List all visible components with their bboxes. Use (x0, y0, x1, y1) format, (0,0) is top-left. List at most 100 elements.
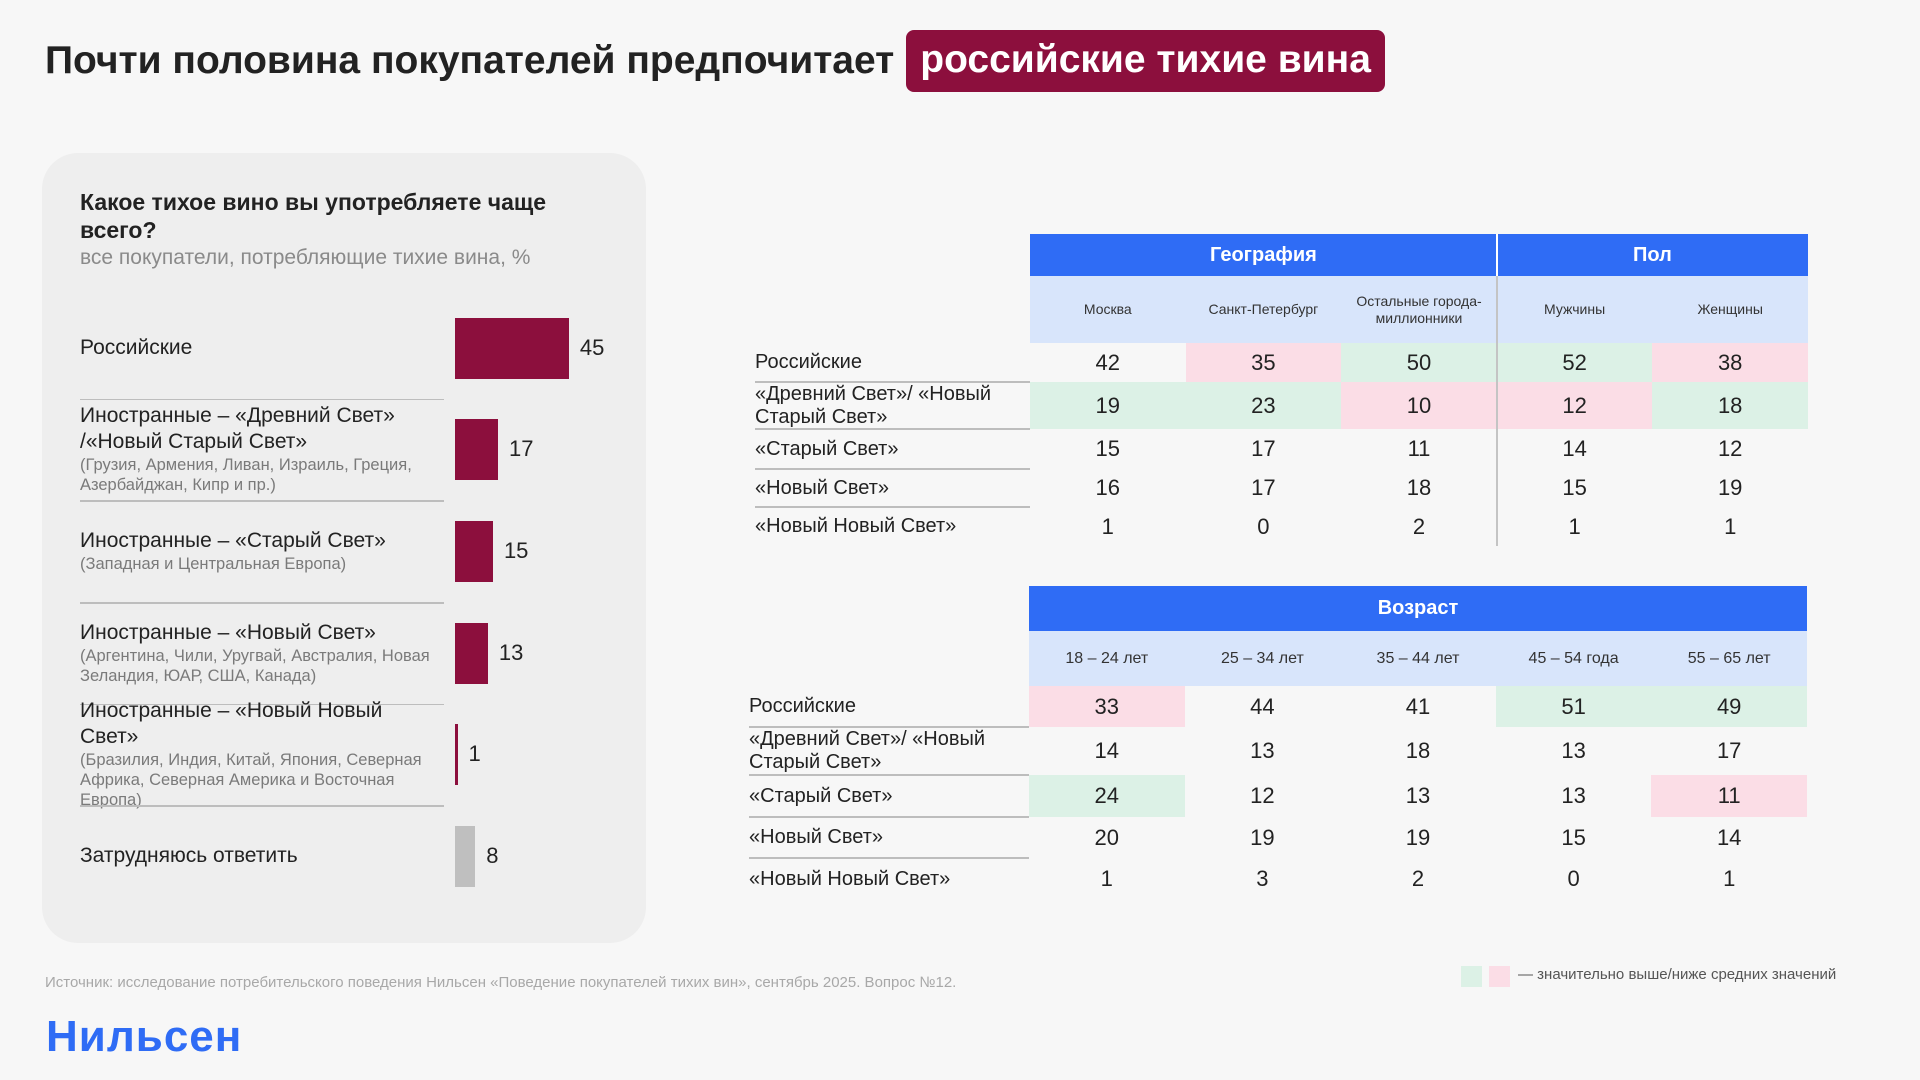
bar (455, 520, 493, 582)
category-note: (Грузия, Армения, Ливан, Израиль, Греция… (80, 456, 412, 494)
group-header: Пол (1496, 234, 1808, 276)
table-cell: 13 (1250, 738, 1275, 763)
column-header: Санкт-Петербург (1185, 276, 1342, 343)
table-cell: 41 (1405, 693, 1431, 719)
table-cell: 15 (1562, 475, 1587, 500)
row-separator (749, 726, 1029, 728)
table-cell: 1 (1101, 513, 1114, 539)
chart-card (42, 153, 646, 943)
row-separator (749, 857, 1029, 859)
separator (80, 398, 444, 400)
category-note: (Бразилия, Индия, Китай, Япония, Северна… (80, 751, 422, 809)
table-cell: 0 (1257, 513, 1270, 539)
category-note: (Аргентина, Чили, Уругвай, Австралия, Но… (80, 647, 430, 685)
category-name: Иностранные – «Новый Новый Свет» (80, 699, 383, 748)
separator (80, 602, 444, 604)
table-cell: 50 (1341, 343, 1497, 382)
table-cell: 2 (1411, 866, 1425, 891)
table-cell: 19 (1717, 475, 1743, 500)
bar (455, 825, 476, 887)
table-cell: 15 (1095, 436, 1121, 461)
table-cell: 42 (1095, 349, 1121, 375)
row-label: «Древний Свет»/ «Новый Старый Свет» (755, 382, 992, 428)
category-name: Иностранные – «Новый Свет» (80, 621, 376, 644)
table-cell: 18 (1652, 382, 1808, 429)
category-label: Иностранные – «Старый Свет» (Западная и Ц… (80, 528, 445, 574)
table-cell: 15 (1561, 824, 1586, 850)
table-cell: 17 (1716, 738, 1742, 763)
table-cell: 3 (1256, 866, 1269, 891)
row-separator (755, 381, 1030, 383)
column-header: Женщины (1652, 276, 1808, 343)
column-header: Остальные города-миллионники (1341, 276, 1497, 343)
value-label: 8 (486, 843, 499, 868)
table-cell: 12 (1496, 382, 1653, 429)
legend-label: — значительно выше/ниже средних значений (1518, 966, 1837, 983)
category-label: Иностранные – «Новый Новый Свет» (Бразили… (80, 698, 445, 810)
table-cell: 14 (1094, 738, 1120, 763)
chart-title: Какое тихое вино вы употребляете чаще вс… (80, 189, 547, 243)
table-cell: 0 (1567, 866, 1580, 891)
category-name: Иностранные – «Старый Свет» (80, 529, 386, 552)
bar (455, 317, 569, 379)
title-row: Почти половина покупателей предпочитает … (45, 30, 1385, 92)
table-cell: 17 (1251, 436, 1276, 461)
table-cell: 2 (1412, 513, 1426, 539)
table-cell: 1 (1724, 513, 1737, 539)
row-label: Российские (755, 351, 862, 373)
column-header: 55 – 65 лет (1651, 631, 1807, 686)
column-header: 18 – 24 лет (1029, 631, 1185, 686)
row-separator (749, 816, 1029, 818)
row-separator (755, 428, 1030, 430)
value-label: 13 (498, 640, 524, 665)
category-label: Иностранные – «Новый Свет» (Аргентина, Чи… (80, 620, 445, 686)
source-note: Источник: исследование потребительского … (45, 974, 957, 991)
row-label: «Новый Новый Свет» (749, 867, 951, 890)
title-highlight: российские тихие вина (906, 30, 1385, 92)
value-label: 1 (468, 741, 481, 766)
table-cell: 10 (1341, 382, 1497, 429)
column-header: 25 – 34 лет (1184, 631, 1341, 686)
table-cell: 13 (1405, 783, 1431, 808)
table-cell: 1 (1723, 866, 1736, 891)
row-label: «Новый Свет» (755, 476, 890, 499)
row-label: «Новый Новый Свет» (755, 515, 957, 537)
column-header: 45 – 54 года (1495, 631, 1652, 686)
row-label: Российские (749, 695, 856, 717)
table-cell: 49 (1651, 686, 1807, 727)
table-cell: 38 (1652, 343, 1808, 382)
logo: Нильсен (46, 1012, 243, 1061)
separator (80, 805, 444, 807)
table-cell: 12 (1717, 436, 1743, 461)
table-cell: 12 (1250, 783, 1275, 808)
row-label: «Старый Свет» (749, 784, 893, 807)
group-divider (1495, 234, 1498, 276)
category-label: Затрудняюсь ответить (80, 843, 445, 869)
category-name: Затрудняюсь ответить (80, 844, 298, 867)
table-cell: 52 (1496, 343, 1653, 382)
separator (80, 500, 444, 502)
table-cell: 23 (1185, 382, 1342, 429)
table-cell: 51 (1495, 686, 1652, 727)
table-cell: 18 (1405, 738, 1431, 763)
row-label: «Древний Свет»/ «Новый Старый Свет» (749, 728, 986, 773)
table-cell: 19 (1250, 824, 1275, 850)
row-separator (755, 506, 1030, 508)
category-note: (Западная и Центральная Европа) (80, 555, 347, 573)
value-label: 15 (503, 538, 529, 563)
bar (455, 723, 458, 785)
table-cell: 20 (1094, 824, 1120, 850)
group-divider (1495, 276, 1498, 546)
table-cell: 16 (1095, 475, 1121, 500)
table-cell: 14 (1562, 436, 1587, 461)
legend-swatch (1489, 966, 1510, 987)
category-label: Российские (80, 335, 445, 361)
group-header: Возраст (1029, 586, 1807, 631)
bar (455, 418, 498, 480)
table-cell: 11 (1407, 436, 1431, 461)
row-separator (749, 774, 1029, 776)
table-cell: 33 (1029, 686, 1185, 727)
table-cell: 13 (1561, 738, 1586, 763)
category-name: Иностранные – «Древний Свет» /«Новый Ста… (80, 404, 395, 453)
